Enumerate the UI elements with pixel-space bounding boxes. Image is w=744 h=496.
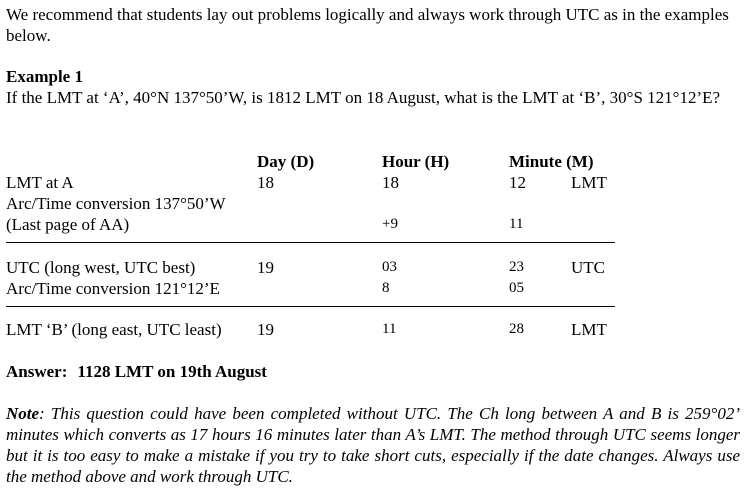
row-hour: 8 <box>382 280 390 296</box>
row-hour: +9 <box>382 216 398 232</box>
row-hour: 18 <box>382 173 399 192</box>
row-label: UTC (long west, UTC best) <box>6 258 196 277</box>
row-label: Arc/Time conversion 137°50’W <box>6 194 226 213</box>
answer-line: Answer: 1128 LMT on 19th August <box>6 361 267 382</box>
row-minute: 11 <box>509 216 524 232</box>
row-day: 18 <box>257 173 274 192</box>
note-paragraph: Note: This question could have been comp… <box>6 403 740 487</box>
header-hour: Hour (H) <box>382 152 450 171</box>
row-label: LMT at A <box>6 173 74 192</box>
row-day: 19 <box>257 258 274 277</box>
row-minute: 12 <box>509 173 526 192</box>
note-label: Note <box>6 404 40 423</box>
answer-label: Answer: <box>6 362 68 381</box>
header-day: Day (D) <box>257 152 315 171</box>
row-minute: 23 <box>509 259 524 275</box>
example-question: If the LMT at ‘A’, 40°N 137°50’W, is 181… <box>6 88 721 107</box>
divider-rule <box>6 306 615 307</box>
row-tag: LMT <box>571 320 607 339</box>
row-label: LMT ‘B’ (long east, UTC least) <box>6 320 222 339</box>
row-tag: UTC <box>571 258 605 277</box>
answer-value: 1128 LMT on 19th August <box>77 362 267 381</box>
row-hour: 03 <box>382 259 397 275</box>
note-text: : This question could have been complete… <box>6 404 740 486</box>
intro-paragraph: We recommend that students lay out probl… <box>6 5 729 45</box>
row-minute: 28 <box>509 321 524 337</box>
header-minute: Minute (M) <box>509 152 594 171</box>
row-day: 19 <box>257 320 274 339</box>
row-tag: LMT <box>571 173 607 192</box>
row-label: Arc/Time conversion 121°12’E <box>6 279 220 298</box>
row-label: (Last page of AA) <box>6 215 130 234</box>
divider-rule <box>6 242 615 243</box>
row-minute: 05 <box>509 280 524 296</box>
row-hour: 11 <box>382 321 397 337</box>
example-title: Example 1 <box>6 67 83 86</box>
